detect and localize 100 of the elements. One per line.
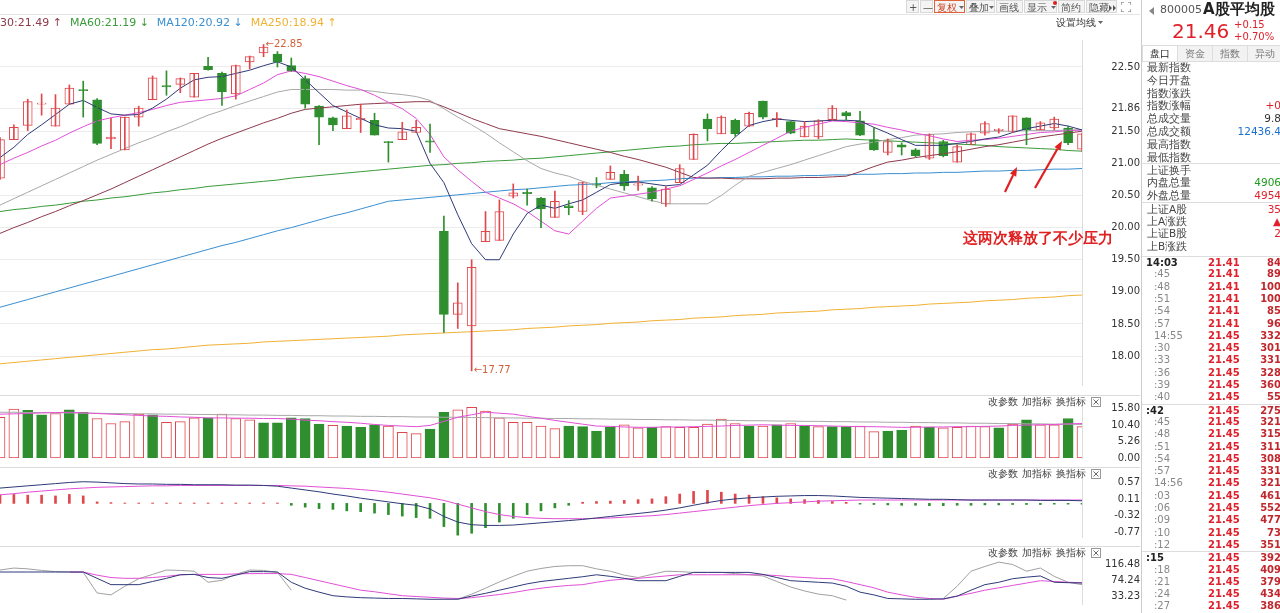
y-tick-label: 20.00 [1111, 221, 1140, 233]
y-tick-label: 18.50 [1111, 317, 1140, 329]
text: 14:56 [1154, 477, 1183, 489]
text: :18 [1154, 563, 1171, 575]
text: 55 [1267, 391, 1280, 403]
text: 379 [1260, 575, 1280, 587]
text: 4906 [1254, 176, 1280, 189]
text: +0.70% [1234, 31, 1275, 42]
text: :21 [1154, 575, 1171, 587]
text: 315 [1260, 428, 1280, 440]
text: 21.45 [1208, 552, 1240, 564]
text: 简约 [1058, 0, 1085, 13]
text: :48 [1154, 428, 1171, 440]
text: — [920, 0, 933, 13]
y-tick-label: 19.00 [1111, 285, 1140, 297]
text: :09 [1154, 514, 1171, 526]
text: 画线 [996, 0, 1023, 13]
text: 328 [1260, 366, 1280, 378]
text: 89 [1267, 268, 1280, 280]
text: :45 [1154, 415, 1171, 427]
text: :12 [1154, 538, 1171, 550]
text: 21.41 [1208, 257, 1240, 268]
annotation: 改参数 [988, 396, 1018, 407]
text: 21.45 [1208, 428, 1240, 440]
text: 4954 [1254, 189, 1280, 201]
text: :48 [1154, 280, 1171, 292]
text: 21.45 [1208, 379, 1240, 390]
y-tick-label: 21.00 [1111, 156, 1140, 168]
category-label: 上证换手 [1147, 164, 1191, 177]
category-label: 外盘总量 [1147, 189, 1191, 203]
text: 386 [1260, 600, 1280, 612]
text: 21.45 [1208, 563, 1240, 575]
text: 308 [1260, 452, 1280, 464]
y-tick-label: 21.50 [1111, 124, 1140, 136]
text: 21.45 [1208, 452, 1240, 464]
y-tick-label: 74.24 [1111, 574, 1140, 586]
text: 85 [1267, 305, 1280, 317]
text: :24 [1154, 588, 1171, 600]
text: 35 [1267, 202, 1280, 215]
y-tick-label: 22.50 [1111, 60, 1140, 72]
text: 2 [1274, 227, 1280, 240]
text: 21.45 [1208, 575, 1240, 587]
text: :39 [1154, 379, 1171, 390]
text: :45 [1154, 268, 1171, 280]
category-label: 总成交额 [1147, 125, 1191, 139]
text: 21.45 [1208, 329, 1240, 341]
text: 21.46 [1172, 19, 1230, 43]
text: 21.45 [1208, 514, 1240, 526]
text: 21.41 [1208, 305, 1240, 317]
text: 331 [1260, 465, 1280, 477]
text: 800005 [1160, 3, 1202, 16]
text: 477 [1260, 514, 1280, 526]
text: :57 [1154, 317, 1171, 329]
text: 21.45 [1208, 489, 1240, 501]
text: 21.45 [1208, 440, 1240, 452]
text: 叠加 [966, 0, 995, 13]
text: 21.41 [1208, 292, 1240, 304]
text: 100 [1260, 280, 1280, 292]
text: 360 [1260, 379, 1280, 390]
annotation: ←17.77 [473, 364, 511, 376]
category-label: 上B涨跌 [1147, 240, 1188, 255]
text: 盘口 [1142, 45, 1178, 62]
text: 30:21.49 ↑ [0, 16, 62, 29]
annotation: 加指标 [1022, 396, 1052, 407]
text: 21.45 [1208, 366, 1240, 378]
text: 409 [1260, 563, 1280, 575]
text: :54 [1154, 452, 1171, 464]
text: :36 [1154, 366, 1171, 378]
text: :42 [1146, 404, 1164, 416]
text: :33 [1154, 354, 1171, 366]
annotation: 换指标 [1056, 468, 1086, 479]
category-label: 上A涨跌 [1147, 214, 1188, 228]
text: 301 [1260, 342, 1280, 354]
text: 351 [1260, 538, 1280, 550]
y-tick-label: -0.32 [1114, 508, 1140, 520]
text: 21.45 [1208, 415, 1240, 427]
text: 12436.4 [1237, 125, 1280, 137]
text: 显示 [1024, 0, 1057, 13]
category-label: 指数涨幅 [1147, 99, 1191, 113]
text: :15 [1146, 552, 1164, 564]
category-label: 内盘总量 [1147, 176, 1191, 190]
y-tick-label: 20.50 [1111, 189, 1140, 201]
y-tick-label: 0.57 [1117, 475, 1140, 487]
text: 21.45 [1208, 600, 1240, 612]
category-label: 最新指数 [1147, 61, 1191, 75]
category-label: 上证A股 [1147, 202, 1188, 215]
y-tick-label: 33.23 [1111, 590, 1140, 602]
text: MA60:21.19 ↓ [69, 16, 149, 29]
text: 异动 [1247, 45, 1280, 62]
annotation: 改参数 [988, 547, 1018, 558]
text: 275 [1260, 404, 1280, 416]
y-tick-label: 5.26 [1117, 435, 1140, 447]
text: 21.45 [1208, 354, 1240, 366]
y-tick-label: 19.50 [1111, 253, 1140, 265]
annotation: 改参数 [988, 468, 1018, 479]
text: :51 [1154, 292, 1171, 304]
text: 指数 [1212, 45, 1248, 62]
category-label: 最低指数 [1147, 150, 1191, 164]
text: 21.41 [1208, 268, 1240, 280]
y-tick-label: 15.80 [1111, 402, 1140, 414]
